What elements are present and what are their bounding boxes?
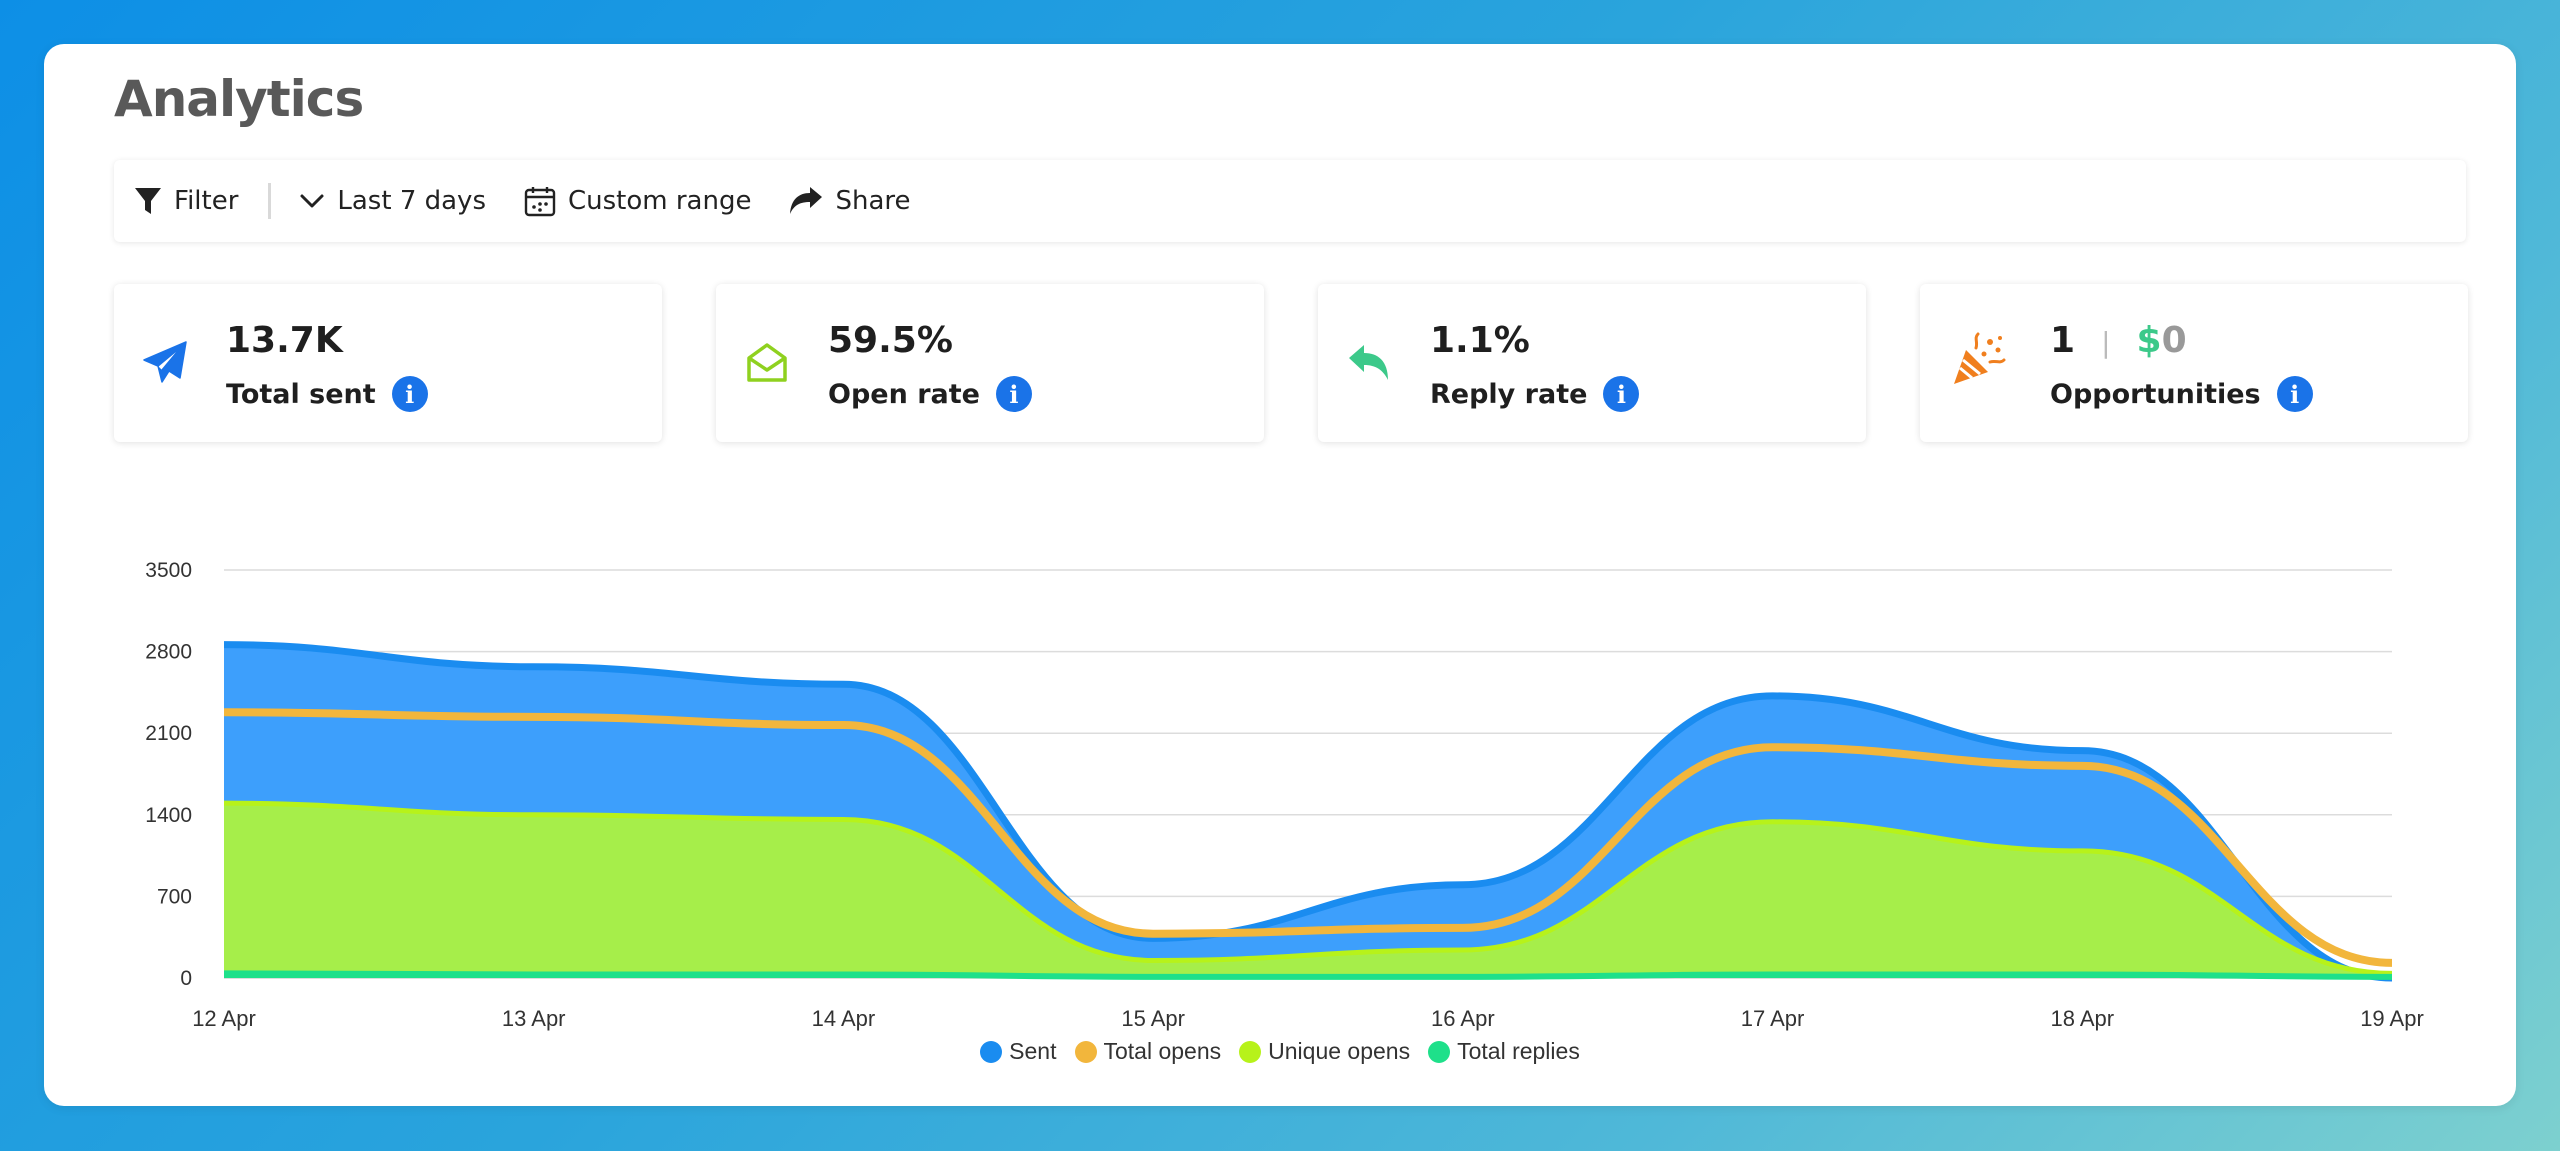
opportunities-count: 1	[2050, 320, 2076, 361]
sent-line	[223, 641, 2393, 982]
y-tick-label: 0	[180, 967, 192, 990]
x-tick-label: 13 Apr	[502, 1006, 566, 1031]
opportunities-card: 1 | $0 Opportunities i	[1920, 284, 2468, 442]
total-sent-card: 13.7K Total sent i	[114, 284, 662, 442]
analytics-area-chart: 0 700 1400 2100 2800 3500 12 Apr 13 Apr 14 Apr 15…	[145, 559, 2424, 1031]
info-icon[interactable]: i	[1603, 376, 1640, 412]
opportunities-amount: 0	[2161, 320, 2187, 361]
x-tick-label: 17 Apr	[1741, 1006, 1805, 1031]
legend-item[interactable]: Total opens	[1074, 1038, 1222, 1065]
total-sent-label: Total sent	[226, 378, 376, 410]
paper-plane-icon	[142, 340, 188, 386]
open-rate-value: 59.5%	[828, 320, 953, 361]
unique-opens-area	[224, 803, 2392, 978]
x-tick-label: 19 Apr	[2360, 1006, 2424, 1031]
total-sent-value: 13.7K	[226, 320, 343, 361]
legend-dot	[1239, 1040, 1262, 1063]
reply-rate-label-row: Reply rate i	[1430, 376, 1640, 412]
legend-label: Total opens	[1103, 1038, 1222, 1064]
party-popper-icon	[1950, 332, 2006, 388]
unique-opens-line	[223, 800, 2393, 976]
y-tick-label: 700	[157, 885, 192, 908]
total-opens-line	[223, 708, 2393, 967]
total-replies-line	[223, 970, 2393, 980]
chart-legend: Sent Total opens Unique opens Total replies	[0, 1038, 2560, 1065]
currency-symbol: $	[2136, 320, 2162, 361]
legend-dot	[1074, 1040, 1097, 1063]
calendar-icon	[524, 185, 556, 217]
custom-range-button[interactable]: Custom range	[524, 160, 751, 242]
share-arrow-icon	[789, 186, 823, 216]
total-sent-label-row: Total sent i	[226, 376, 428, 412]
legend-item[interactable]: Sent	[980, 1038, 1057, 1065]
custom-range-label: Custom range	[568, 186, 752, 216]
legend-label: Unique opens	[1268, 1038, 1411, 1064]
date-range-dropdown[interactable]: Last 7 days	[299, 160, 486, 242]
info-icon[interactable]: i	[391, 376, 428, 412]
legend-item[interactable]: Unique opens	[1239, 1038, 1410, 1065]
x-tick-label: 15 Apr	[1121, 1006, 1185, 1031]
y-tick-label: 3500	[145, 559, 192, 582]
toolbar-divider	[268, 183, 272, 219]
x-tick-label: 12 Apr	[192, 1006, 256, 1031]
x-tick-label: 18 Apr	[2050, 1006, 2114, 1031]
funnel-icon	[134, 186, 162, 216]
toolbar: Filter Last 7 days Custom range Share	[114, 160, 2466, 242]
legend-item[interactable]: Total replies	[1428, 1038, 1580, 1065]
x-tick-label: 16 Apr	[1431, 1006, 1495, 1031]
filter-button[interactable]: Filter	[134, 160, 238, 242]
page-title: Analytics	[114, 70, 364, 128]
legend-dot	[1428, 1040, 1451, 1063]
info-icon[interactable]: i	[995, 376, 1032, 412]
info-icon[interactable]: i	[2276, 376, 2313, 412]
envelope-open-icon	[744, 340, 790, 386]
chevron-down-icon	[299, 192, 325, 210]
reply-rate-card: 1.1% Reply rate i	[1318, 284, 1866, 442]
filter-label: Filter	[174, 186, 239, 216]
share-label: Share	[835, 186, 911, 216]
legend-label: Total replies	[1457, 1038, 1580, 1064]
reply-rate-value: 1.1%	[1430, 320, 1530, 361]
reply-icon	[1346, 340, 1392, 386]
opportunities-label-row: Opportunities i	[2050, 376, 2313, 412]
open-rate-label: Open rate	[828, 378, 980, 410]
date-range-label: Last 7 days	[337, 186, 486, 216]
opportunities-value-row: 1 | $0	[2050, 320, 2187, 361]
value-separator: |	[2101, 326, 2111, 359]
legend-label: Sent	[1009, 1038, 1057, 1064]
share-button[interactable]: Share	[789, 160, 911, 242]
reply-rate-label: Reply rate	[1430, 378, 1588, 410]
y-tick-label: 1400	[145, 804, 192, 827]
open-rate-label-row: Open rate i	[828, 376, 1032, 412]
y-tick-label: 2800	[145, 641, 192, 664]
x-tick-label: 14 Apr	[812, 1006, 876, 1031]
y-tick-label: 2100	[145, 722, 192, 745]
legend-dot	[980, 1040, 1003, 1063]
open-rate-card: 59.5% Open rate i	[716, 284, 1264, 442]
opportunities-label: Opportunities	[2050, 378, 2261, 410]
